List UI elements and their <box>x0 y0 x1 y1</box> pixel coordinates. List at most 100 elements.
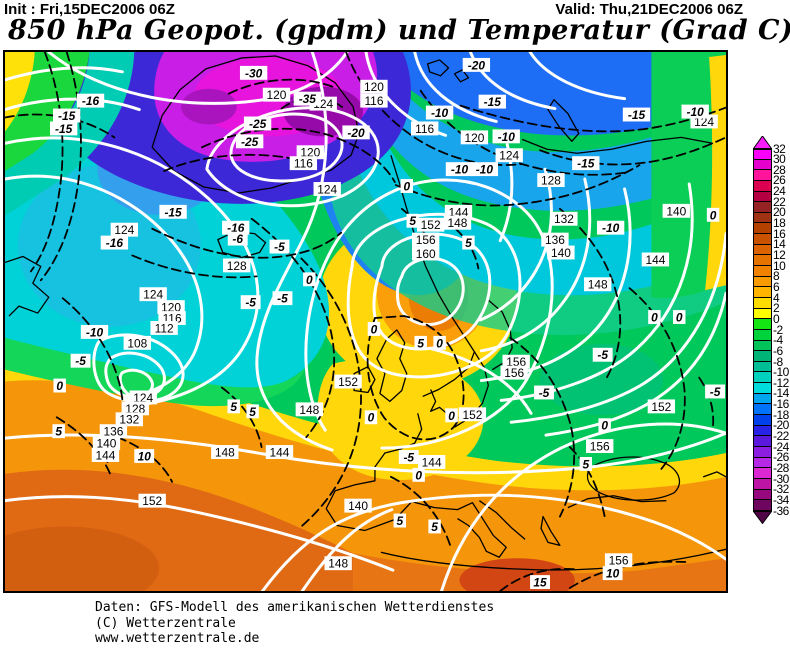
temperature-label: -6 <box>227 231 248 246</box>
svg-text:136: 136 <box>103 425 123 439</box>
geopotential-label: 124 <box>313 182 341 196</box>
colorbar-tick-label: 32 <box>773 141 786 156</box>
svg-text:156: 156 <box>416 233 436 247</box>
colorbar-segment <box>753 255 772 267</box>
temperature-label: -15 <box>622 107 651 122</box>
colorbar-tick-label: -20 <box>773 418 789 433</box>
colorbar-tick-label: -32 <box>773 482 789 497</box>
svg-text:128: 128 <box>125 402 145 416</box>
geopotential-label: 128 <box>121 401 149 416</box>
geopotential-label: 120 <box>262 87 291 102</box>
temperature-label: -15 <box>159 204 187 219</box>
svg-text:120: 120 <box>464 131 484 145</box>
svg-text:152: 152 <box>651 400 671 414</box>
colorbar-segment <box>753 149 772 160</box>
temperature-label: 0 <box>445 408 458 423</box>
geopotential-label: 148 <box>324 556 352 571</box>
svg-text:124: 124 <box>499 149 519 163</box>
svg-text:124: 124 <box>317 182 337 196</box>
colorbar-tick-label: -18 <box>773 407 789 422</box>
svg-text:0: 0 <box>436 336 443 350</box>
svg-text:0: 0 <box>448 409 455 423</box>
colorbar-segment <box>753 191 772 203</box>
colorbar-tick-label: -24 <box>773 439 789 454</box>
geopotential-label: 132 <box>550 211 578 226</box>
temperature-label: -30 <box>239 65 268 80</box>
colorbar-tick-label: -14 <box>773 386 789 401</box>
svg-text:-5: -5 <box>710 385 721 399</box>
temperature-label: 5 <box>406 213 419 228</box>
colorbar-segment <box>753 489 772 501</box>
svg-text:-10: -10 <box>602 221 620 235</box>
svg-text:152: 152 <box>142 494 162 508</box>
geopotential-label: 124 <box>139 287 167 302</box>
svg-text:120: 120 <box>300 146 320 160</box>
colorbar-segment <box>753 468 772 479</box>
init-time-label: Init : Fri,15DEC2006 06Z <box>4 1 175 18</box>
colorbar-segment <box>753 170 772 181</box>
temperature-label: 5 <box>52 424 65 439</box>
colorbar-tick-label: -26 <box>773 450 789 465</box>
geopotential-label: 120 <box>460 130 489 145</box>
svg-text:132: 132 <box>554 212 574 226</box>
colorbar-segment <box>753 436 772 447</box>
temperature-label: -35 <box>293 91 321 106</box>
colorbar-tick-label: 10 <box>773 258 786 273</box>
temperature-label: -16 <box>222 220 250 235</box>
temperature-label: 0 <box>673 310 686 324</box>
temperature-label: 0 <box>53 378 66 393</box>
temperature-label: -10 <box>80 324 109 339</box>
geopotential-label: 156 <box>604 553 633 568</box>
geopotential-label: 156 <box>500 365 528 380</box>
svg-text:-10: -10 <box>498 130 516 144</box>
temperature-label: -20 <box>342 125 370 140</box>
svg-text:0: 0 <box>415 468 422 482</box>
svg-text:-15: -15 <box>628 108 646 122</box>
geopotential-label: 148 <box>584 277 612 292</box>
temperature-label: 5 <box>579 456 592 471</box>
geopotential-label: 152 <box>334 374 362 389</box>
geopotential-label: 120 <box>157 300 185 315</box>
temperature-label: -16 <box>100 235 129 250</box>
svg-text:-15: -15 <box>55 122 73 136</box>
geopotential-label: 144 <box>91 448 120 462</box>
svg-text:148: 148 <box>299 403 319 417</box>
colorbar-tick-label: 8 <box>773 269 780 284</box>
temperature-label: -5 <box>534 385 554 400</box>
temperature-label: 5 <box>462 235 475 250</box>
colorbar-tick-label: 4 <box>773 290 780 305</box>
colorbar-tick-label: 26 <box>773 173 786 188</box>
geopotential-label: 140 <box>92 436 121 451</box>
colorbar-tick-label: 6 <box>773 279 780 294</box>
svg-text:144: 144 <box>422 455 442 469</box>
geopotential-label: 128 <box>537 173 565 188</box>
geopotential-label: 120 <box>296 145 324 160</box>
svg-text:144: 144 <box>95 448 115 462</box>
svg-text:152: 152 <box>421 218 441 232</box>
temperature-label: 10 <box>134 449 155 463</box>
svg-text:156: 156 <box>506 355 526 369</box>
svg-text:-15: -15 <box>577 157 595 171</box>
geopotential-label: 124 <box>110 222 139 237</box>
colorbar-segment <box>753 340 772 352</box>
svg-text:5: 5 <box>582 457 589 471</box>
temperature-label: -5 <box>398 450 419 464</box>
colorbar-tick-label: -4 <box>773 333 783 348</box>
geopotential-label: 144 <box>417 455 446 469</box>
svg-text:-15: -15 <box>484 95 502 109</box>
colorbar-segment <box>753 234 772 245</box>
svg-text:10: 10 <box>606 567 620 581</box>
geopotential-label: 116 <box>410 121 439 136</box>
svg-text:5: 5 <box>230 400 237 414</box>
svg-text:-5: -5 <box>274 240 285 254</box>
svg-text:5: 5 <box>55 425 62 439</box>
map-canvas: 1201241201161201161241161201241281321361… <box>5 52 726 591</box>
page-title: 850 hPa Geopot. (gpdm) und Temperatur (G… <box>8 15 790 46</box>
svg-text:124: 124 <box>143 288 163 302</box>
svg-text:124: 124 <box>114 223 134 237</box>
svg-text:-16: -16 <box>227 221 245 235</box>
colorbar-segment <box>753 276 772 288</box>
colorbar-segment <box>753 329 772 341</box>
colorbar-segment <box>753 212 772 224</box>
svg-text:-5: -5 <box>539 386 550 400</box>
